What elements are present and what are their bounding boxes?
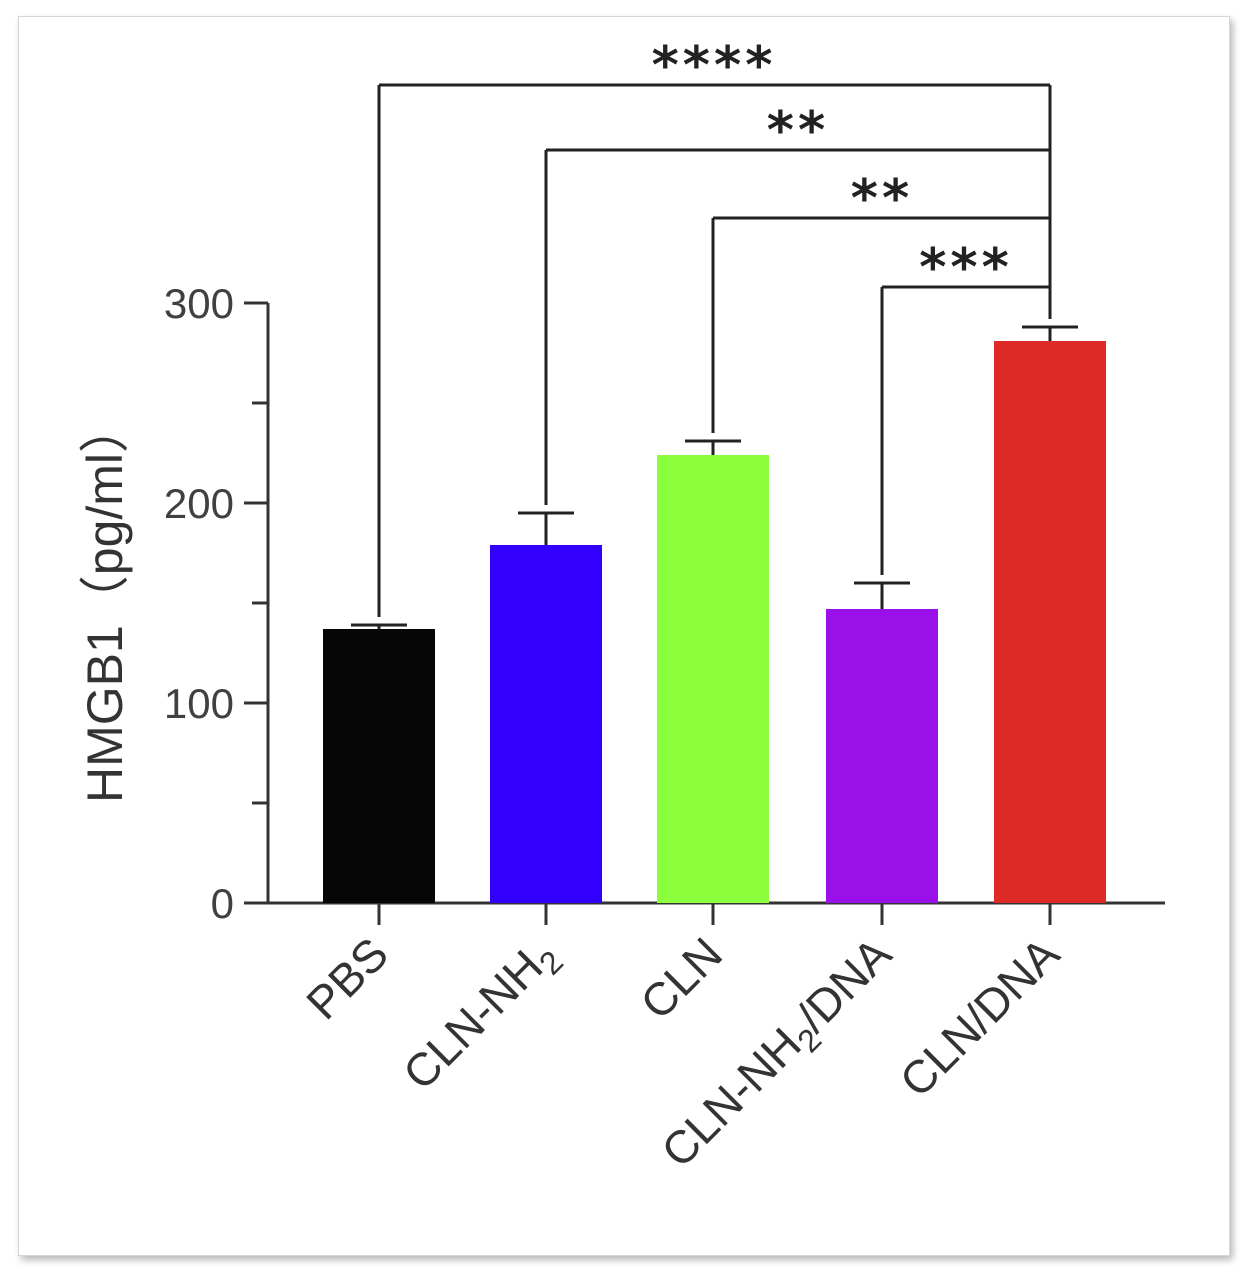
y-tick-label: 100 (164, 680, 234, 727)
bar-4 (826, 609, 938, 903)
significance-brackets: *********** (377, 36, 1052, 617)
x-tick-label: CLN (630, 927, 732, 1029)
x-tick-label: PBS (296, 927, 398, 1029)
significance-label: ** (851, 169, 913, 229)
bar-5 (994, 341, 1106, 903)
error-bars (351, 325, 1078, 629)
bar-3 (657, 455, 769, 903)
significance-label: **** (652, 36, 777, 96)
x-tick-label: CLN-NH2 (393, 927, 570, 1104)
bars (323, 341, 1106, 903)
significance-label: *** (919, 238, 1013, 298)
y-tick-label: 0 (211, 880, 234, 927)
y-tick-label: 300 (164, 280, 234, 327)
y-tick-label: 200 (164, 480, 234, 527)
bar-2 (490, 545, 602, 903)
y-axis-title: HMGB1（pg/ml） (77, 403, 133, 803)
significance-label: ** (767, 101, 829, 161)
x-tick-label: CLN/DNA (890, 927, 1070, 1107)
bar-1 (323, 629, 435, 903)
